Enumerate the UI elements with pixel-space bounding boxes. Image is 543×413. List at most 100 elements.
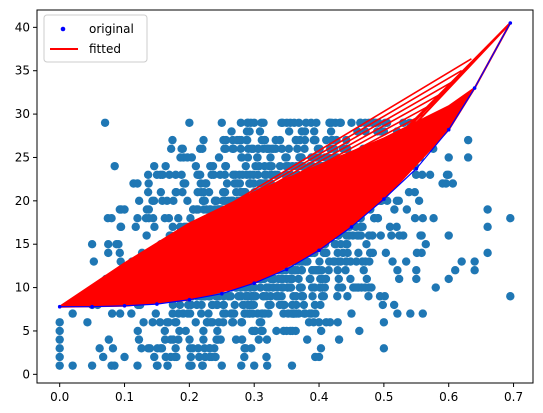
y-tick-label: 35 [15,64,30,78]
scatter-point [347,118,356,127]
scatter-point [417,231,426,240]
fitted-line [59,92,443,308]
scatter-point [353,231,362,240]
scatter-point [285,274,295,284]
scatter-point [148,318,157,327]
scatter-point [151,309,160,318]
scatter-point [148,196,157,206]
scatter-point [470,257,479,266]
legend-box [43,14,148,63]
scatter-point [219,135,228,145]
scatter-point [168,300,178,310]
original-point [446,127,451,132]
scatter-point [202,205,211,214]
scatter-point [354,248,363,258]
scatter-point [104,240,113,249]
scatter-point [334,335,344,344]
scatter-point [197,300,206,310]
scatter-point [133,326,142,336]
scatter-point [219,309,228,318]
original-points [57,21,513,309]
scatter-point [262,352,271,362]
scatter-point [169,196,178,206]
scatter-point [168,309,177,318]
y-tick-label: 15 [15,237,30,251]
scatter-point [143,187,153,197]
scatter-point [267,161,276,171]
scatter-point [401,257,411,266]
scatter-point [100,118,110,127]
scatter-point [264,309,273,318]
scatter-point [266,300,275,310]
scatter-point [376,231,385,240]
scatter-point [308,266,317,275]
scatter-point [406,309,415,318]
original-point [414,166,419,171]
scatter-point [240,352,249,362]
scatter-point [316,326,326,336]
scatter-point [139,318,148,327]
scatter-point [220,196,229,206]
scatter-point [199,135,208,145]
original-point [122,304,127,308]
scatter-point [185,335,194,344]
scatter-point [336,118,345,127]
scatter-point [177,144,186,153]
scatter-point [330,257,339,266]
scatter-point [404,187,414,197]
scatter-point [392,196,402,206]
scatter-point [255,318,264,327]
scatter-point [186,352,196,362]
scatter-point [213,326,222,336]
scatter-point [333,318,342,327]
scatter-point [171,344,180,353]
y-tick-label: 25 [15,150,30,164]
legend-original-label: original [89,22,134,36]
scatter-point [277,144,287,153]
scatter-point [263,144,272,153]
legend-fitted-label: fitted [89,42,121,56]
scatter-point [166,144,176,153]
original-point [155,302,159,306]
scatter-point [359,266,368,275]
scatter-point [300,144,309,153]
scatter-point [308,292,317,301]
scatter-point [254,161,264,171]
scatter-point [253,153,262,162]
scatter-point [231,335,241,344]
scatter-point [254,335,263,344]
x-axis: 0.0 0.1 0.2 0.3 0.4 0.5 0.6 0.7 [50,383,523,404]
original-point [349,225,354,229]
scatter-point [55,335,64,344]
scatter-point [336,240,345,249]
scatter-point [402,205,412,214]
scatter-point [193,187,202,197]
y-tick-label: 30 [15,107,30,121]
original-point [57,304,62,309]
y-tick-label: 5 [22,324,30,338]
legend: original fitted [43,14,148,63]
scatter-point [199,335,208,344]
scatter-point [107,213,116,223]
scatter-point [325,118,334,127]
y-tick-label: 10 [15,281,30,295]
scatter-point [277,274,286,284]
scatter-point [412,248,422,258]
scatter-point [237,153,246,162]
scatter-point [375,292,385,301]
scatter-point [365,248,375,258]
scatter-point [483,222,492,232]
scatter-point [320,283,330,292]
original-point [252,281,256,286]
scatter-point [181,179,190,188]
scatter-point [208,300,217,310]
scatter-point [222,179,232,188]
scatter-point [237,135,246,145]
scatter-point [214,318,223,327]
scatter-point [300,309,310,318]
scatter-point [150,352,159,362]
scatter-point [287,361,297,370]
scatter-point [388,257,397,266]
scatter-point [241,292,250,301]
scatter-point [260,135,270,145]
